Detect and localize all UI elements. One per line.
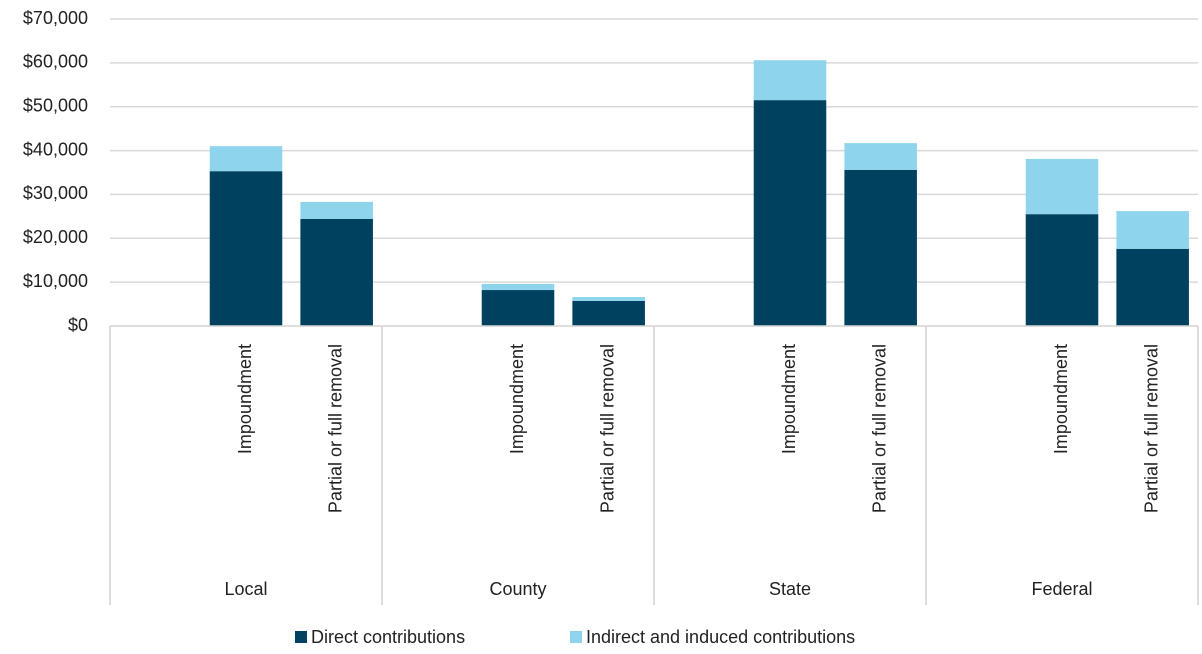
legend-label: Direct contributions bbox=[311, 627, 465, 647]
bar-segment bbox=[753, 100, 827, 326]
bar-segment bbox=[1025, 214, 1099, 326]
bar-segment bbox=[572, 297, 645, 302]
x-tick-label: Impoundment bbox=[507, 344, 527, 454]
bar-segment bbox=[1116, 211, 1189, 249]
y-tick-label: $40,000 bbox=[23, 139, 88, 159]
x-tick-label: Partial or full removal bbox=[1141, 344, 1161, 513]
bar-segment bbox=[753, 60, 827, 101]
x-tick-label: Partial or full removal bbox=[325, 344, 345, 513]
group-label: County bbox=[489, 579, 546, 599]
y-tick-label: $70,000 bbox=[23, 8, 88, 28]
bar-segment bbox=[209, 146, 283, 172]
bar-segment bbox=[481, 290, 555, 326]
bar-segment bbox=[844, 169, 917, 326]
bar-segment bbox=[300, 218, 373, 326]
y-tick-label: $50,000 bbox=[23, 95, 88, 115]
x-tick-label: Partial or full removal bbox=[869, 344, 889, 513]
y-tick-label: $0 bbox=[68, 315, 88, 335]
bar-segment bbox=[844, 143, 917, 170]
bar-segment bbox=[1025, 158, 1099, 215]
bar-segment bbox=[300, 201, 373, 219]
legend-swatch bbox=[295, 631, 307, 643]
bar-segment bbox=[572, 301, 645, 326]
x-tick-label: Impoundment bbox=[235, 344, 255, 454]
y-tick-label: $60,000 bbox=[23, 52, 88, 72]
bar-segment bbox=[1116, 248, 1189, 326]
y-tick-label: $30,000 bbox=[23, 183, 88, 203]
y-tick-label: $20,000 bbox=[23, 227, 88, 247]
y-tick-label: $10,000 bbox=[23, 271, 88, 291]
group-label: Local bbox=[224, 579, 267, 599]
legend-label: Indirect and induced contributions bbox=[586, 627, 855, 647]
bar-segment bbox=[209, 171, 283, 326]
x-tick-label: Impoundment bbox=[1051, 344, 1071, 454]
group-label: Federal bbox=[1031, 579, 1092, 599]
group-label: State bbox=[769, 579, 811, 599]
x-tick-label: Partial or full removal bbox=[597, 344, 617, 513]
legend-swatch bbox=[570, 631, 582, 643]
x-tick-label: Impoundment bbox=[779, 344, 799, 454]
bar-segment bbox=[481, 283, 555, 291]
